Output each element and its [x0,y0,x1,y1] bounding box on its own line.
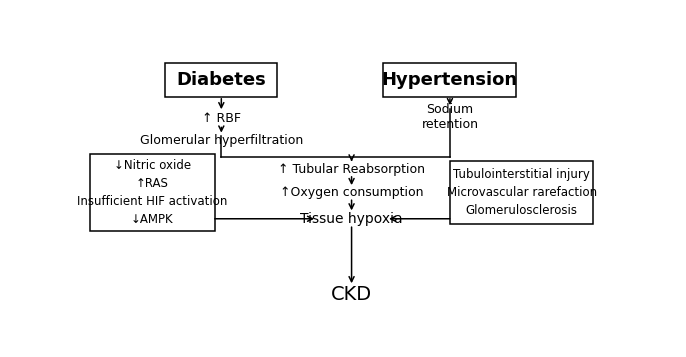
Text: ↑ Tubular Reabsorption: ↑ Tubular Reabsorption [278,163,425,176]
Text: Glomerular hyperfiltration: Glomerular hyperfiltration [140,134,303,147]
FancyBboxPatch shape [450,161,593,224]
Text: ↓Nitric oxide
↑RAS
Insufficient HIF activation
↓AMPK: ↓Nitric oxide ↑RAS Insufficient HIF acti… [77,159,227,226]
FancyBboxPatch shape [165,63,277,97]
FancyBboxPatch shape [383,63,517,97]
Text: ↑ RBF: ↑ RBF [202,112,241,125]
Text: ↑Oxygen consumption: ↑Oxygen consumption [280,186,423,199]
FancyBboxPatch shape [90,154,215,231]
Text: Tubulointerstitial injury
Microvascular rarefaction
Glomerulosclerosis: Tubulointerstitial injury Microvascular … [447,168,597,217]
Text: Hypertension: Hypertension [382,71,518,89]
Text: CKD: CKD [331,285,372,304]
Text: Tissue hypoxia: Tissue hypoxia [300,212,403,226]
Text: Diabetes: Diabetes [176,71,266,89]
Text: Sodium
retention: Sodium retention [421,103,478,131]
